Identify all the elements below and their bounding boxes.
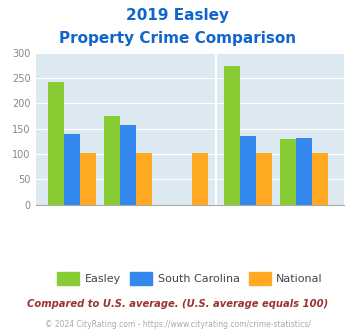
Bar — [192, 153, 208, 205]
Legend: Easley, South Carolina, National: Easley, South Carolina, National — [53, 268, 327, 289]
Text: Compared to U.S. average. (U.S. average equals 100): Compared to U.S. average. (U.S. average … — [27, 299, 328, 309]
Text: © 2024 CityRating.com - https://www.cityrating.com/crime-statistics/: © 2024 CityRating.com - https://www.city… — [45, 320, 310, 329]
Bar — [280, 139, 296, 205]
Bar — [296, 138, 312, 205]
Bar — [224, 66, 240, 205]
Text: 2019 Easley: 2019 Easley — [126, 8, 229, 23]
Bar — [104, 115, 120, 205]
Bar — [64, 134, 80, 205]
Bar — [256, 153, 272, 205]
Bar — [136, 153, 152, 205]
Bar — [48, 82, 64, 205]
Bar — [80, 153, 95, 205]
Bar — [312, 153, 328, 205]
Bar — [240, 136, 256, 205]
Bar — [120, 125, 136, 205]
Text: Property Crime Comparison: Property Crime Comparison — [59, 31, 296, 46]
